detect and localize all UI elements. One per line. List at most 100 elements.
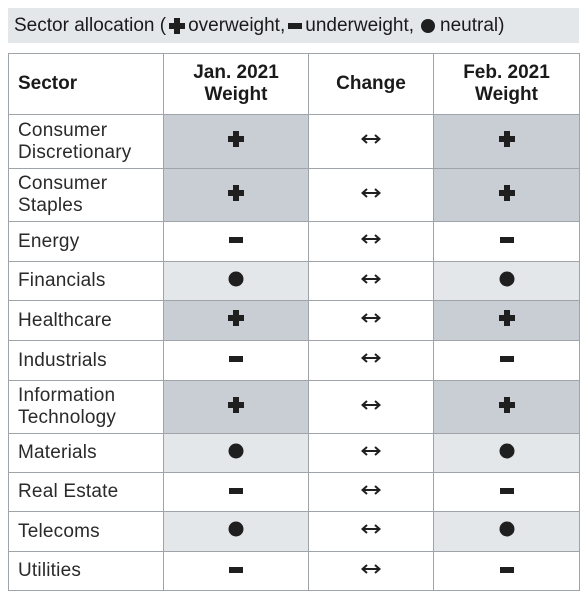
- sector-name: Consumer Staples: [8, 168, 164, 222]
- change-cell: [308, 551, 434, 591]
- neutral-icon: [228, 443, 244, 464]
- table-row: Real Estate: [8, 472, 580, 512]
- no-change-icon: [360, 132, 382, 150]
- table-row: Utilities: [8, 551, 580, 591]
- neutral-icon: [228, 271, 244, 292]
- header-feb-weight: Feb. 2021 Weight: [433, 53, 580, 115]
- overweight-icon: [498, 396, 516, 419]
- header-feb-line2: Weight: [475, 84, 538, 105]
- overweight-icon: [498, 130, 516, 153]
- change-cell: [308, 261, 434, 301]
- jan-weight-cell: [163, 261, 309, 301]
- sector-name: Industrials: [8, 340, 164, 381]
- table-row: Healthcare: [8, 300, 580, 341]
- no-change-icon: [360, 562, 382, 580]
- jan-weight-cell: [163, 380, 309, 434]
- header-jan-weight: Jan. 2021 Weight: [163, 53, 309, 115]
- header-sector: Sector: [8, 53, 164, 115]
- underweight-icon: [228, 351, 244, 369]
- neutral-icon: [499, 443, 515, 464]
- jan-weight-cell: [163, 433, 309, 473]
- table-row: Industrials: [8, 340, 580, 381]
- no-change-icon: [360, 186, 382, 204]
- jan-weight-cell: [163, 300, 309, 341]
- underweight-icon: [228, 483, 244, 501]
- sector-name: Information Technology: [8, 380, 164, 434]
- underweight-icon: [499, 351, 515, 369]
- sector-name-line1: Energy: [18, 230, 80, 252]
- feb-weight-cell: [433, 433, 580, 473]
- sector-name: Materials: [8, 433, 164, 473]
- change-cell: [308, 511, 434, 552]
- neutral-icon: [228, 521, 244, 542]
- sector-name: Consumer Discretionary: [8, 114, 164, 169]
- table-row: Financials: [8, 261, 580, 301]
- feb-weight-cell: [433, 300, 580, 341]
- change-cell: [308, 340, 434, 381]
- feb-weight-cell: [433, 511, 580, 552]
- underweight-icon: [499, 562, 515, 580]
- underweight-icon: [228, 562, 244, 580]
- no-change-icon: [360, 232, 382, 250]
- sector-name-line1: Information: [18, 385, 116, 406]
- legend-neutral-label: neutral): [440, 14, 505, 36]
- underweight-icon: [287, 17, 303, 35]
- neutral-icon: [499, 271, 515, 292]
- sector-name-line1: Healthcare: [18, 309, 112, 331]
- underweight-icon: [499, 232, 515, 250]
- overweight-icon: [227, 130, 245, 153]
- sector-name-line1: Consumer: [18, 173, 108, 194]
- table-row: Consumer Staples: [8, 168, 580, 222]
- header-row: Sector Jan. 2021 Weight Change Feb. 2021…: [8, 53, 580, 115]
- sector-name-line1: Consumer: [18, 119, 108, 141]
- sector-name-line2: Technology: [18, 407, 117, 428]
- neutral-icon: [420, 18, 436, 34]
- sector-name-line2: Staples: [18, 195, 83, 216]
- jan-weight-cell: [163, 168, 309, 222]
- overweight-icon: [168, 17, 186, 35]
- table-row: Information Technology: [8, 380, 580, 434]
- header-change: Change: [308, 53, 434, 115]
- change-cell: [308, 168, 434, 222]
- table-row: Energy: [8, 221, 580, 262]
- change-cell: [308, 300, 434, 341]
- sector-name-line2: Discretionary: [18, 141, 132, 163]
- neutral-icon: [499, 521, 515, 542]
- sector-name-line1: Industrials: [18, 349, 107, 371]
- sector-name: Telecoms: [8, 511, 164, 552]
- jan-weight-cell: [163, 221, 309, 262]
- sector-name: Energy: [8, 221, 164, 262]
- sector-name-line1: Materials: [18, 442, 97, 463]
- sector-name: Real Estate: [8, 472, 164, 512]
- sector-allocation-table: Sector Jan. 2021 Weight Change Feb. 2021…: [8, 53, 580, 591]
- no-change-icon: [360, 522, 382, 540]
- title-prefix: Sector allocation (: [14, 14, 167, 36]
- underweight-icon: [499, 483, 515, 501]
- no-change-icon: [360, 311, 382, 329]
- change-cell: [308, 433, 434, 473]
- no-change-icon: [360, 272, 382, 290]
- feb-weight-cell: [433, 261, 580, 301]
- no-change-icon: [360, 398, 382, 416]
- feb-weight-cell: [433, 380, 580, 434]
- change-cell: [308, 472, 434, 512]
- feb-weight-cell: [433, 551, 580, 591]
- no-change-icon: [360, 351, 382, 369]
- overweight-icon: [498, 309, 516, 332]
- table-title: Sector allocation ( overweight, underwei…: [8, 8, 579, 43]
- feb-weight-cell: [433, 221, 580, 262]
- table-row: Telecoms: [8, 511, 580, 552]
- legend-overweight-label: overweight,: [188, 14, 286, 36]
- no-change-icon: [360, 483, 382, 501]
- sector-name: Healthcare: [8, 300, 164, 341]
- sector-name-line1: Real Estate: [18, 481, 119, 502]
- feb-weight-cell: [433, 114, 580, 169]
- sector-name: Utilities: [8, 551, 164, 591]
- change-cell: [308, 221, 434, 262]
- sector-name: Financials: [8, 261, 164, 301]
- jan-weight-cell: [163, 472, 309, 512]
- table-row: Materials: [8, 433, 580, 473]
- sector-name-line1: Utilities: [18, 560, 82, 581]
- underweight-icon: [228, 232, 244, 250]
- header-jan-line2: Weight: [204, 84, 268, 105]
